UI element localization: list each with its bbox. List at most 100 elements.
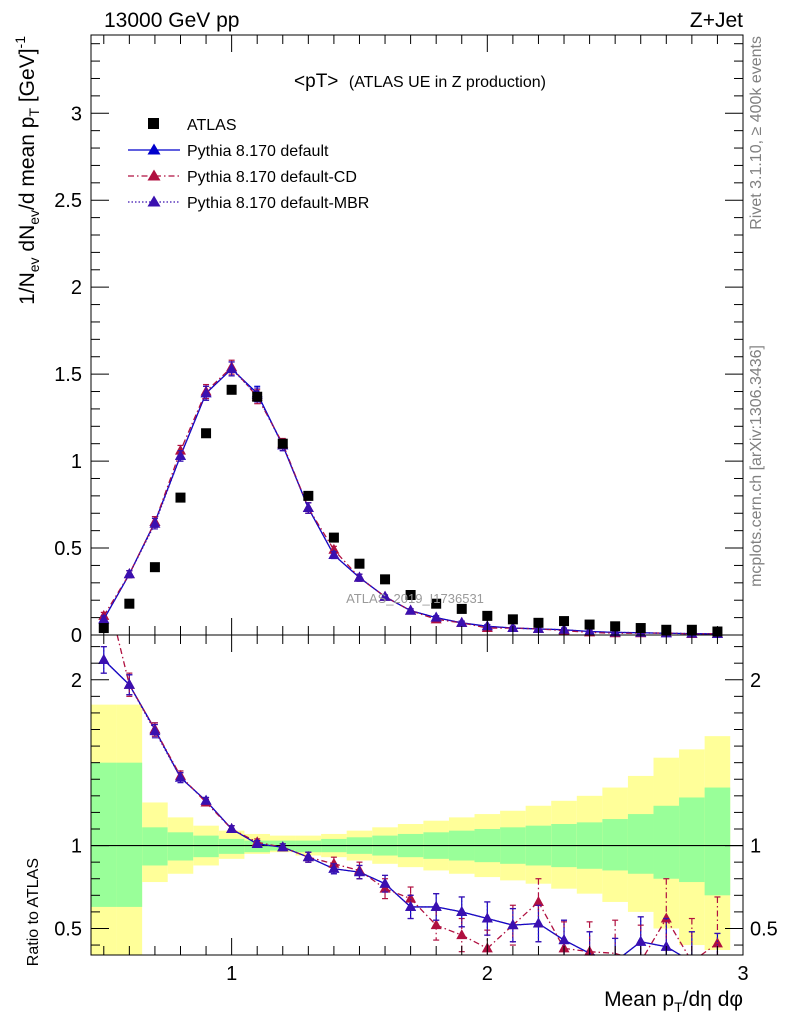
- ratio-point-pythia-8-170-default-mbr: [328, 862, 340, 873]
- ratio-y-tick-label-right: 2: [750, 670, 761, 692]
- ratio-point-pythia-8-170-default-cd: [430, 919, 442, 930]
- x-axis-label: Mean pT/dη dφ: [604, 988, 743, 1015]
- main-point-pythia-8-170-default-mbr: [226, 362, 238, 373]
- main-point-atlas: [277, 438, 288, 449]
- main-point-atlas: [124, 598, 135, 609]
- main-point-atlas: [175, 492, 186, 503]
- main-y-tick-label: 2: [71, 277, 82, 299]
- ratio-band-inner: [142, 827, 168, 866]
- ratio-y-tick-label-right: 0.5: [750, 918, 778, 940]
- legend-marker-default: [147, 143, 161, 155]
- ratio-band-inner: [653, 805, 680, 879]
- legend-label-atlas: ATLAS: [187, 117, 237, 134]
- main-y-tick-label: 1.5: [54, 364, 82, 386]
- ratio-y-axis-label: Ratio to ATLAS: [25, 858, 42, 966]
- ratio-point-pythia-8-170-default-mbr: [456, 905, 468, 916]
- header-right: Z+Jet: [690, 9, 743, 32]
- main-point-atlas: [328, 532, 339, 543]
- ratio-band-inner: [193, 835, 219, 858]
- ratio-y-tick-label-right: 1: [750, 836, 761, 858]
- main-point-atlas: [226, 384, 237, 395]
- ratio-point-pythia-8-170-default-mbr: [200, 794, 212, 805]
- main-point-pythia-8-170-default-mbr: [353, 571, 365, 582]
- plot-title: <pT> (ATLAS UE in Z production): [294, 71, 546, 92]
- x-tick-label: 2: [482, 963, 493, 985]
- ratio-point-pythia-8-170-default-mbr: [635, 935, 647, 946]
- ratio-point-pythia-8-170-default-mbr: [251, 837, 263, 848]
- ratio-band-inner: [627, 814, 654, 874]
- legend-label-mbr: Pythia 8.170 default-MBR: [187, 195, 369, 212]
- main-y-tick-label: 0.5: [54, 538, 82, 560]
- ratio-line-pythia-8-170-default-mbr: [103, 659, 681, 956]
- ratio-point-pythia-8-170-default-mbr: [532, 917, 544, 928]
- axis-ticks: 1 2 3 0 0.5 1 1.5 2 2.5 3 0.5 0.5 1 1 2 2: [54, 35, 778, 985]
- side-text-mcplots: mcplots.cern.ch [arXiv:1306.3436]: [748, 345, 765, 587]
- ratio-point-pythia-8-170-default-mbr: [149, 725, 161, 736]
- plot-title-sub: (ATLAS UE in Z production): [349, 74, 546, 91]
- ratio-y-tick-label-left: 1: [71, 836, 82, 858]
- legend-marker-mbr: [147, 195, 161, 207]
- ratio-point-pythia-8-170-default-mbr: [430, 900, 442, 911]
- ratio-band-inner: [116, 762, 143, 907]
- main-point-pythia-8-170-default-mbr: [200, 387, 212, 398]
- legend-marker-atlas: [148, 118, 159, 129]
- x-tick-label: 3: [737, 963, 748, 985]
- ratio-point-pythia-8-170-default-mbr: [302, 851, 314, 862]
- ratio-point-pythia-8-170-default-mbr: [405, 900, 417, 911]
- legend-label-default: Pythia 8.170 default: [187, 143, 329, 160]
- ratio-band-inner: [295, 840, 322, 853]
- ratio-band-inner: [679, 797, 705, 883]
- plot-title-main: <pT>: [294, 71, 338, 92]
- ratio-y-tick-label-left: 0.5: [54, 918, 82, 940]
- ratio-point-pythia-8-170-default-mbr: [174, 771, 186, 782]
- main-point-pythia-8-170-default-mbr: [174, 449, 186, 460]
- main-point-pythia-8-170-default-mbr: [123, 568, 135, 579]
- ratio-point-pythia-8-170-default-cd: [532, 895, 544, 906]
- main-point-atlas: [507, 614, 518, 625]
- ratio-point-pythia-8-170-default-mbr: [98, 653, 110, 664]
- main-point-atlas: [431, 598, 442, 609]
- ratio-point-pythia-8-170-default-mbr: [277, 841, 289, 852]
- ratio-band-inner: [91, 762, 117, 907]
- main-point-atlas: [354, 558, 365, 569]
- main-point-pythia-8-170-default-mbr: [379, 590, 391, 601]
- ratio-point-pythia-8-170-default-mbr: [379, 877, 391, 888]
- ratio-point-pythia-8-170-default-cd: [660, 912, 672, 923]
- header-left: 13000 GeV pp: [104, 9, 239, 32]
- ratio-point-pythia-8-170-default-mbr: [660, 940, 672, 951]
- main-point-atlas: [456, 603, 467, 614]
- x-tick-label: 1: [226, 963, 237, 985]
- main-point-atlas: [149, 562, 160, 573]
- main-point-atlas: [201, 428, 212, 439]
- ratio-uncertainty-bands: [91, 704, 731, 955]
- ratio-point-pythia-8-170-default-mbr: [558, 934, 570, 945]
- ratio-band-inner: [704, 787, 731, 896]
- main-point-pythia-8-170-default-mbr: [405, 604, 417, 615]
- legend-label-cd: Pythia 8.170 default-CD: [187, 169, 357, 186]
- ratio-point-pythia-8-170-default-mbr: [353, 866, 365, 877]
- ratio-line-pythia-8-170-default-cd: [116, 634, 718, 956]
- side-text-rivet: Rivet 3.1.10, ≥ 400k events: [748, 36, 765, 230]
- main-point-pythia-8-170-default-mbr: [456, 616, 468, 627]
- ratio-point-pythia-8-170-default-mbr: [226, 822, 238, 833]
- main-point-pythia-8-170-default-mbr: [302, 502, 314, 513]
- main-point-atlas: [584, 619, 595, 630]
- main-point-atlas: [303, 490, 314, 501]
- main-point-atlas: [405, 590, 416, 600]
- main-point-atlas: [533, 617, 544, 628]
- main-point-atlas: [559, 616, 570, 627]
- legend: ATLAS Pythia 8.170 default Pythia 8.170 …: [128, 117, 369, 212]
- main-point-pythia-8-170-default-mbr: [98, 613, 110, 624]
- main-y-tick-label: 3: [71, 103, 82, 125]
- ratio-point-pythia-8-170-default-mbr: [507, 919, 519, 930]
- main-point-pythia-8-170-default-mbr: [149, 517, 161, 528]
- legend-marker-cd: [147, 169, 161, 181]
- main-point-pythia-8-170-default-mbr: [430, 611, 442, 622]
- ratio-y-tick-label-left: 2: [71, 670, 82, 692]
- main-y-tick-label: 1: [71, 451, 82, 473]
- ratio-point-pythia-8-170-default-mbr: [481, 912, 493, 923]
- main-y-tick-label: 2.5: [54, 190, 82, 212]
- main-point-pythia-8-170-default-mbr: [328, 549, 340, 559]
- watermark: ATLAS_2019_I1736531: [346, 591, 484, 606]
